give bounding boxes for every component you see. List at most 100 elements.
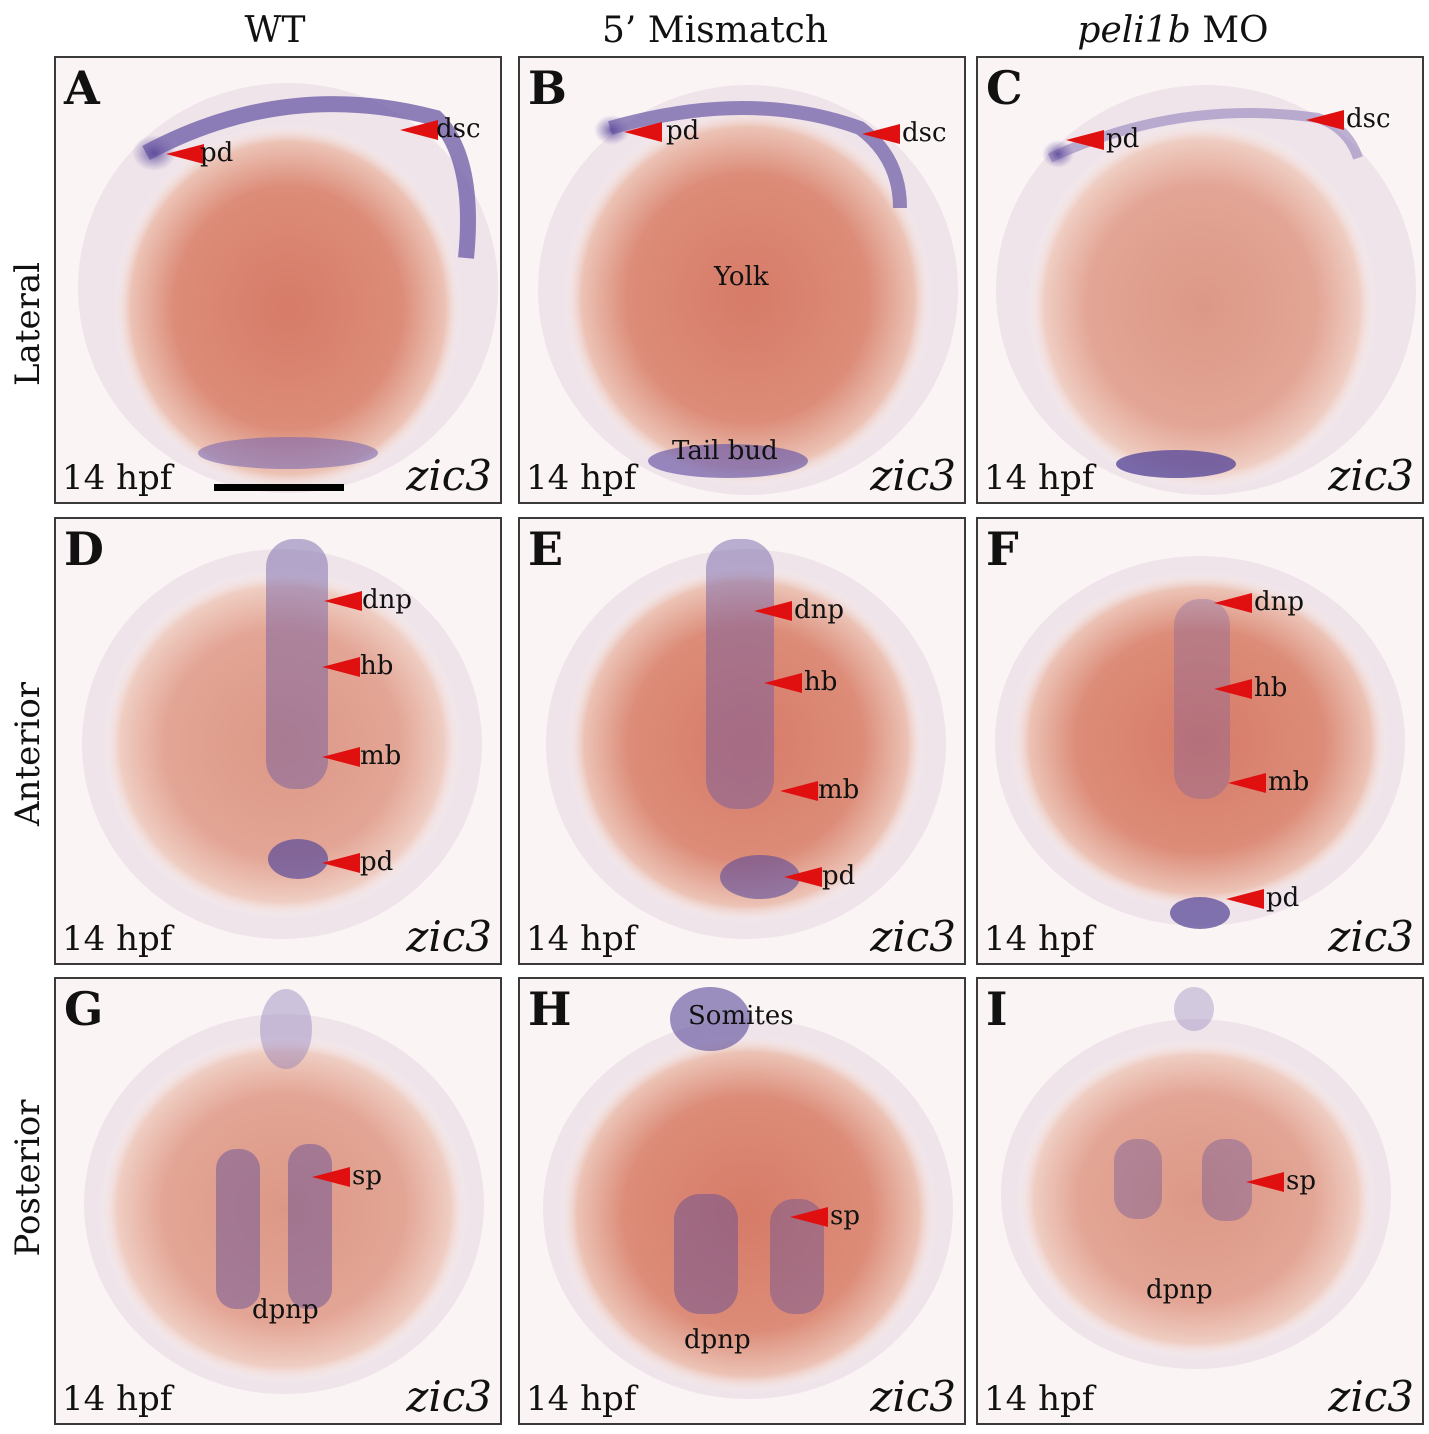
column-header-morphant-rest: MO: [1190, 10, 1269, 51]
arrow-icon: [1214, 593, 1252, 613]
embryo-image-e: [546, 539, 946, 939]
label-pd: pd: [1266, 883, 1300, 913]
arrow-icon: [322, 853, 360, 873]
label-dsc: dsc: [436, 114, 481, 144]
panel-letter: A: [64, 61, 100, 115]
label-hb: hb: [360, 651, 394, 681]
arrow-icon: [764, 673, 802, 693]
label-pd: pd: [360, 847, 394, 877]
gene-label: zic3: [1328, 451, 1414, 500]
arrow-icon: [780, 781, 818, 801]
annotation-dpnp: dpnp: [252, 1295, 319, 1325]
embryo-image-h: [543, 987, 953, 1399]
column-header-wt: WT: [244, 10, 306, 51]
arrow-icon: [322, 657, 360, 677]
scale-bar: [214, 484, 344, 491]
panel-h: H Somites sp dpnp 14 hpf zic3: [518, 977, 966, 1425]
label-mb: mb: [818, 775, 860, 805]
embryo-image-i: [1001, 987, 1391, 1369]
panel-d: D dnp hb mb pd 14 hpf zic3: [54, 517, 502, 965]
gene-label: zic3: [406, 1372, 492, 1421]
label-pd: pd: [1106, 124, 1140, 154]
embryo-image-c: [996, 85, 1416, 495]
stage-label: 14 hpf: [984, 458, 1095, 498]
panel-c: C pd dsc 14 hpf zic3: [976, 56, 1424, 504]
stage-label: 14 hpf: [526, 458, 637, 498]
label-mb: mb: [360, 741, 402, 771]
label-pd: pd: [822, 861, 856, 891]
panel-letter: C: [986, 61, 1023, 115]
arrow-icon: [754, 601, 792, 621]
panel-letter: H: [528, 982, 572, 1036]
panel-f: F dnp hb mb pd 14 hpf zic3: [976, 517, 1424, 965]
stage-label: 14 hpf: [984, 919, 1095, 959]
embryo-image-b: [538, 85, 958, 495]
panel-b: B pd dsc Yolk Tail bud 14 hpf zic3: [518, 56, 966, 504]
arrow-icon: [166, 144, 204, 164]
row-label-anterior: Anterior: [8, 681, 48, 827]
panel-i: I sp dpnp 14 hpf zic3: [976, 977, 1424, 1425]
panel-a: A pd dsc 14 hpf zic3: [54, 56, 502, 504]
embryo-image-d: [82, 539, 482, 939]
annotation-tail-bud: Tail bud: [672, 436, 778, 466]
label-pd: pd: [200, 138, 234, 168]
label-sp: sp: [1286, 1166, 1316, 1196]
arrow-icon: [324, 591, 362, 611]
arrow-icon: [1306, 110, 1344, 130]
column-header-morphant-italic: peli1b: [1077, 10, 1191, 51]
arrow-icon: [312, 1167, 350, 1187]
panel-e: E dnp hb mb pd 14 hpf zic3: [518, 517, 966, 965]
label-dnp: dnp: [1254, 587, 1305, 617]
panel-letter: I: [986, 982, 1008, 1036]
gene-label: zic3: [406, 451, 492, 500]
arrow-icon: [1066, 130, 1104, 150]
label-hb: hb: [1254, 673, 1288, 703]
panel-letter: E: [528, 522, 564, 576]
arrow-icon: [624, 122, 662, 142]
arrow-icon: [862, 124, 900, 144]
embryo-image-a: [78, 83, 498, 493]
label-pd: pd: [666, 116, 700, 146]
label-hb: hb: [804, 667, 838, 697]
panel-letter: G: [64, 982, 104, 1036]
arrow-icon: [790, 1207, 828, 1227]
row-label-posterior: Posterior: [8, 1099, 48, 1257]
stage-label: 14 hpf: [526, 919, 637, 959]
annotation-somites: Somites: [688, 1001, 794, 1031]
arrow-icon: [1226, 889, 1264, 909]
stage-label: 14 hpf: [526, 1379, 637, 1419]
stage-label: 14 hpf: [62, 1379, 173, 1419]
label-sp: sp: [830, 1201, 860, 1231]
column-header-mismatch: 5’ Mismatch: [601, 10, 829, 51]
gene-label: zic3: [870, 912, 956, 961]
panel-g: G sp dpnp 14 hpf zic3: [54, 977, 502, 1425]
annotation-dpnp: dpnp: [684, 1325, 751, 1355]
stage-label: 14 hpf: [984, 1379, 1095, 1419]
arrow-icon: [1214, 679, 1252, 699]
label-dsc: dsc: [902, 118, 947, 148]
label-dsc: dsc: [1346, 104, 1391, 134]
gene-label: zic3: [870, 1372, 956, 1421]
row-label-lateral: Lateral: [8, 261, 48, 387]
label-mb: mb: [1268, 767, 1310, 797]
arrow-icon: [784, 867, 822, 887]
arrow-icon: [1246, 1172, 1284, 1192]
gene-label: zic3: [1328, 912, 1414, 961]
annotation-yolk: Yolk: [714, 262, 769, 292]
panel-letter: D: [64, 522, 104, 576]
label-sp: sp: [352, 1161, 382, 1191]
arrow-icon: [400, 120, 438, 140]
arrow-icon: [1228, 773, 1266, 793]
label-dnp: dnp: [794, 595, 845, 625]
arrow-icon: [322, 747, 360, 767]
annotation-dpnp: dpnp: [1146, 1275, 1213, 1305]
column-header-morphant: peli1b MO: [948, 8, 1398, 54]
panel-letter: B: [528, 61, 567, 115]
embryo-image-f: [995, 556, 1405, 929]
panel-letter: F: [986, 522, 1019, 576]
label-dnp: dnp: [362, 585, 413, 615]
gene-label: zic3: [406, 912, 492, 961]
gene-label: zic3: [1328, 1372, 1414, 1421]
embryo-image-g: [84, 989, 484, 1394]
gene-label: zic3: [870, 451, 956, 500]
